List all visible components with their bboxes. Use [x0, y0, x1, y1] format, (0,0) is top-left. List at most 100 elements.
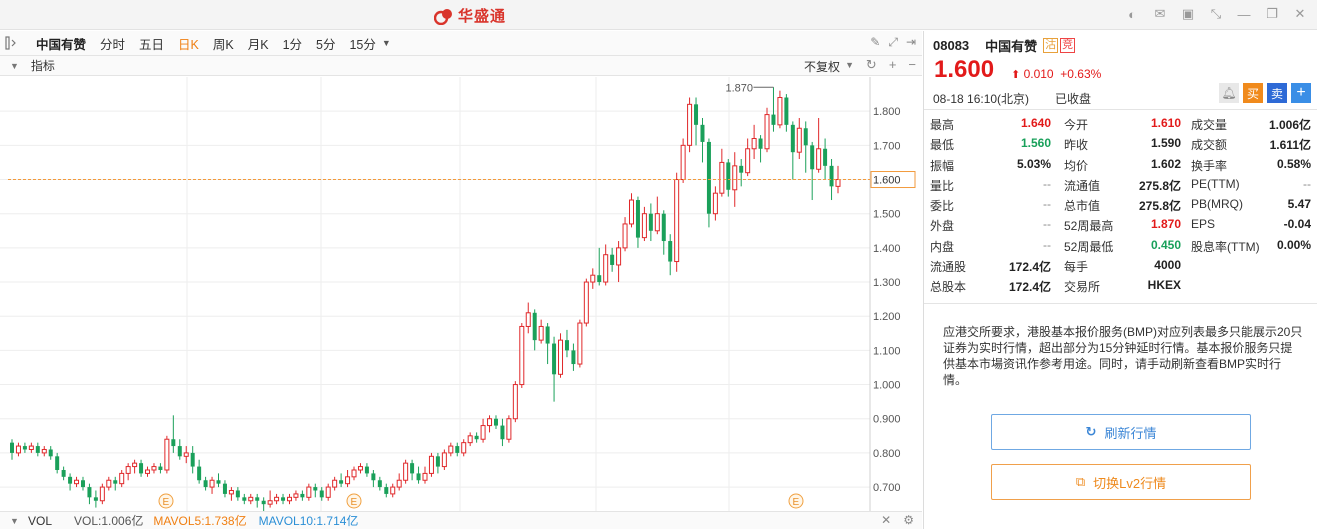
candle-body: [306, 486, 312, 498]
app-logo: 华盛通: [434, 5, 506, 26]
tab-period-0[interactable]: 分时: [100, 37, 126, 52]
candle-body: [242, 497, 247, 501]
tab-period-1[interactable]: 五日: [139, 37, 165, 52]
add-icon[interactable]: +: [888, 57, 897, 72]
candle-body: [267, 500, 273, 505]
candle-body: [177, 446, 182, 457]
short-sell-badge: 沽: [1043, 38, 1059, 53]
pen-icon[interactable]: ✎: [870, 35, 881, 49]
candle-body: [132, 462, 138, 468]
bell-icon[interactable]: 🔔︎: [1219, 83, 1239, 103]
candle-body: [151, 466, 157, 471]
candle-body: [706, 141, 711, 214]
candle-body: [771, 114, 776, 125]
candle-body: [390, 486, 396, 495]
collapse-icon[interactable]: ▼: [10, 60, 19, 71]
quote-panel: 08083 中国有赞 沽 竞 1.600 ⬆ 0.010 +0.63% 08-1…: [923, 31, 1317, 529]
candle-body: [610, 254, 615, 265]
candle-body: [345, 476, 351, 485]
indicator-tools: ↻ + −: [866, 57, 916, 73]
y-tick-label: 1.800: [873, 106, 901, 118]
panel-toggle-icon[interactable]: ⇥: [905, 35, 916, 49]
refresh-icon[interactable]: ↻: [865, 57, 877, 72]
quote-row: 外盘 -- 52周最高 1.870 EPS -0.04: [929, 215, 1313, 235]
period-more-chevron-icon[interactable]: ▼: [381, 38, 391, 48]
candle-body: [519, 325, 525, 386]
candle-body: [28, 445, 34, 450]
switch-lv2-button[interactable]: ⧉ 切换Lv2行情: [991, 464, 1251, 500]
vol-label[interactable]: VOL: [28, 513, 53, 528]
buy-button[interactable]: 买: [1243, 83, 1263, 103]
candle-body: [396, 479, 402, 488]
y-tick-label: 0.900: [873, 414, 901, 426]
stat-value: --: [1043, 217, 1051, 232]
candle-body: [93, 497, 98, 501]
stat-label: 换手率: [1191, 158, 1228, 173]
candle-body: [281, 497, 286, 501]
gear-icon[interactable]: ⚙: [903, 513, 914, 527]
restore-icon[interactable]: ❐: [1266, 6, 1278, 21]
shirt-icon[interactable]: ▣: [1181, 6, 1195, 21]
candle-body: [15, 445, 21, 454]
stat-value: 5.47: [1287, 197, 1311, 212]
auction-badge: 竞: [1060, 38, 1076, 53]
stat-value: 0.450: [1150, 237, 1181, 252]
adjust-select[interactable]: 不复权: [803, 60, 840, 74]
tab-period-2[interactable]: 日K: [178, 37, 199, 52]
tab-period-4[interactable]: 月K: [247, 37, 269, 52]
tab-period-3[interactable]: 周K: [212, 37, 234, 52]
mail-icon[interactable]: ✉: [1154, 6, 1166, 21]
add-watchlist-button[interactable]: +: [1291, 83, 1311, 103]
tab-period-5[interactable]: 1分: [282, 37, 303, 52]
candle-body: [745, 148, 751, 174]
trade-buttons: 🔔︎ 买 卖 +: [1219, 83, 1311, 103]
stat-label: 总市值: [1064, 199, 1101, 214]
candle-body: [61, 469, 66, 477]
current-price-label: 1.600: [873, 175, 901, 187]
tab-period-7[interactable]: 15分: [349, 37, 376, 52]
close-icon[interactable]: ✕: [1294, 6, 1306, 21]
quote-header: 08083 中国有赞 沽 竞: [933, 36, 1076, 55]
shrink-icon[interactable]: ⤡: [1210, 6, 1222, 21]
candle-body: [532, 312, 537, 341]
sidebar-toggle-icon[interactable]: [0, 31, 22, 56]
stat-label: 均价: [1064, 158, 1089, 173]
minus-icon[interactable]: −: [908, 57, 916, 72]
y-tick-label: 1.500: [873, 209, 901, 221]
candle-body: [351, 469, 357, 478]
vol-collapse-icon[interactable]: ▼: [10, 515, 19, 526]
y-tick-label: 0.700: [873, 482, 901, 494]
candlestick-chart[interactable]: 1.800 1.700 1.600 1.500 1.400 1.300 1.200 1.100…: [0, 77, 922, 511]
quote-row: 总股本 172.4亿 交易所 HKEX: [929, 276, 1313, 296]
candle-body: [506, 418, 512, 440]
candle-body: [777, 97, 783, 126]
candle-body: [9, 442, 15, 453]
fullscreen-icon[interactable]: ⤢: [888, 35, 898, 49]
close-icon[interactable]: ✕: [881, 513, 892, 527]
candle-body: [274, 496, 280, 502]
candle-body: [719, 161, 725, 194]
adjust-chevron-icon[interactable]: ▼: [845, 60, 854, 70]
event-marker-label: E: [793, 497, 800, 508]
refresh-quote-button[interactable]: ↻ 刷新行情: [991, 414, 1251, 450]
candle-body: [796, 127, 802, 153]
candle-body: [371, 473, 376, 481]
stat-value: 1.006亿: [1268, 118, 1311, 132]
candle-body: [810, 145, 815, 170]
candle-body: [545, 326, 550, 344]
stat-label: 股息率(TTM): [1191, 239, 1260, 254]
candle-body: [113, 480, 118, 484]
minimize-icon[interactable]: —: [1237, 6, 1251, 22]
candle-body: [300, 493, 305, 498]
indicator-label[interactable]: 指标: [30, 59, 55, 73]
headset-icon[interactable]: ◐: [1128, 6, 1136, 22]
stat-label: 外盘: [930, 219, 955, 234]
sell-button[interactable]: 卖: [1267, 83, 1287, 103]
candle-body: [428, 455, 434, 474]
candle-body: [680, 144, 686, 181]
candle-body: [99, 486, 105, 502]
tab-period-6[interactable]: 5分: [316, 37, 336, 52]
y-tick-label: 1.200: [873, 311, 901, 323]
candle-body: [339, 480, 344, 484]
quote-row: 振幅 5.03% 均价 1.602 换手率 0.58%: [929, 155, 1313, 175]
